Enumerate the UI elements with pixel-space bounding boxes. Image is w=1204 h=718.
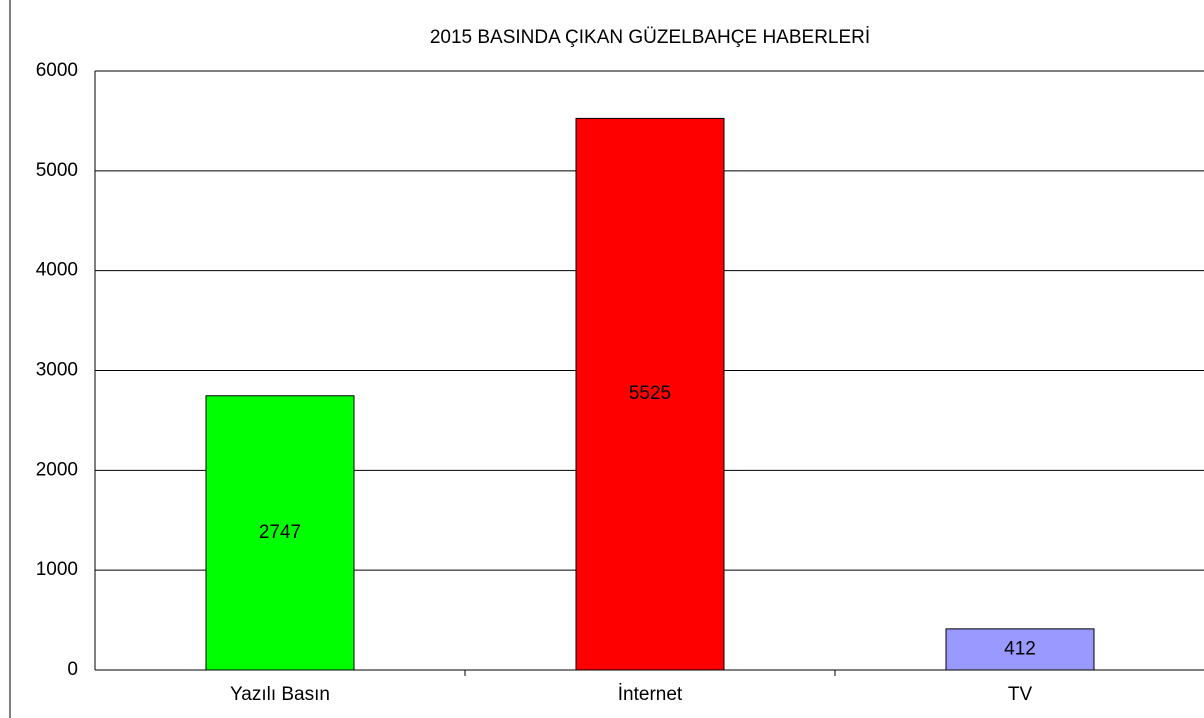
- x-tick-label: Yazılı Basın: [230, 684, 330, 705]
- y-tick-label: 2000: [36, 459, 78, 480]
- bar: [575, 117, 725, 671]
- y-tick-label: 6000: [36, 60, 78, 81]
- y-tick-label: 0: [67, 659, 78, 680]
- bar: [205, 395, 355, 671]
- data-label: 2747: [259, 522, 301, 543]
- chart-title: 2015 BASINDA ÇIKAN GÜZELBAHÇE HABERLERİ: [430, 27, 870, 48]
- bar: [945, 628, 1095, 671]
- data-label: 412: [1004, 638, 1036, 659]
- data-label: 5525: [629, 383, 671, 404]
- y-tick-label: 1000: [36, 559, 78, 580]
- y-tick-label: 4000: [36, 260, 78, 281]
- x-tick-label: İnternet: [618, 684, 683, 705]
- y-tick-label: 3000: [36, 360, 78, 381]
- x-tick-label: TV: [1008, 684, 1033, 705]
- y-tick-label: 5000: [36, 160, 78, 181]
